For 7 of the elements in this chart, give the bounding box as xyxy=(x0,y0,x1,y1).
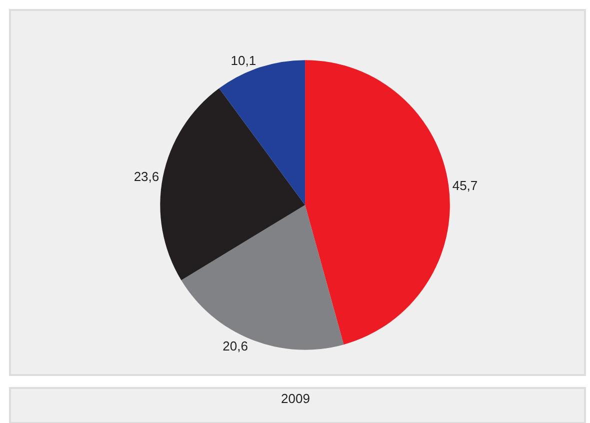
pie-slice xyxy=(305,60,450,345)
data-label: 10,1 xyxy=(230,53,256,68)
data-label: 45,7 xyxy=(452,178,478,193)
pie-slice xyxy=(160,88,306,280)
text: 2009 xyxy=(281,391,310,406)
data-label: 20,6 xyxy=(222,338,248,354)
data-label: 23,6 xyxy=(134,169,160,184)
